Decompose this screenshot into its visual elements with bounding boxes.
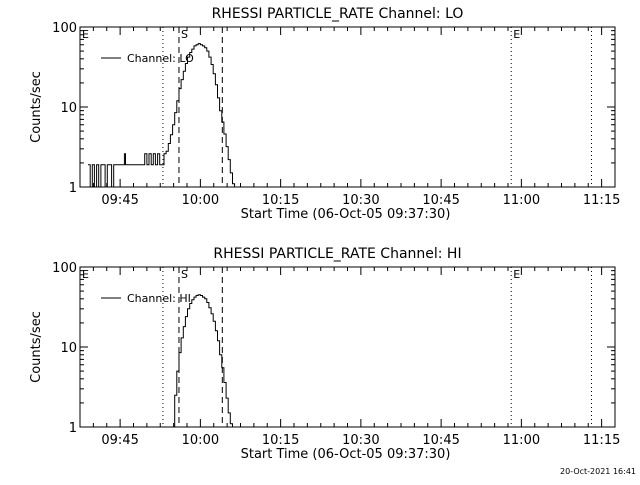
panel1-marker-label: E — [82, 28, 89, 41]
panel1-x-tick-label: 10:15 — [262, 193, 299, 208]
panel1-legend-label: Channel: LO — [127, 52, 194, 65]
panel2-x-tick-label: 11:15 — [583, 433, 620, 448]
panel1-y-axis-label: Counts/sec — [29, 71, 44, 143]
panel2-plot-frame — [80, 267, 615, 427]
panel2-x-axis-label: Start Time (06-Oct-05 09:37:30) — [241, 447, 451, 462]
panel2-y-tick-label: 10 — [60, 341, 77, 356]
panel2-y-tick-label: 100 — [52, 261, 77, 276]
panel1-y-tick-label: 1 — [69, 181, 77, 196]
panel2-marker-label: S — [181, 268, 188, 281]
panel1-x-tick-label: 10:45 — [422, 193, 459, 208]
panel1-x-tick-label: 11:00 — [503, 193, 540, 208]
panel1-marker-label: S — [181, 28, 188, 41]
panel2-y-tick-label: 1 — [69, 421, 77, 436]
panel2-x-tick-label: 10:45 — [422, 433, 459, 448]
panel2-x-tick-label: 10:00 — [182, 433, 219, 448]
panel2-series-line — [173, 295, 235, 427]
panel2-chart-title: RHESSI PARTICLE_RATE Channel: HI — [213, 246, 461, 262]
panel1-x-tick-label: 10:00 — [182, 193, 219, 208]
panel2-x-tick-label: 09:45 — [101, 433, 138, 448]
panel2-y-axis-label: Counts/sec — [29, 311, 44, 383]
panel1-y-tick-label: 10 — [60, 101, 77, 116]
panel2-x-tick-label: 10:15 — [262, 433, 299, 448]
panel1-y-tick-label: 100 — [52, 21, 77, 36]
panel1-series-line — [88, 44, 237, 187]
panel1-x-axis-label: Start Time (06-Oct-05 09:37:30) — [241, 207, 451, 222]
panel2-marker-label: E — [82, 268, 89, 281]
panel1-marker-label: E — [513, 28, 520, 41]
panel2-x-tick-label: 10:30 — [342, 433, 379, 448]
panel2-marker-label: E — [513, 268, 520, 281]
panel1-chart-title: RHESSI PARTICLE_RATE Channel: LO — [212, 6, 464, 22]
panel1-plot-frame — [80, 27, 615, 187]
timestamp: 20-Oct-2021 16:41 — [560, 467, 636, 476]
panel1-x-tick-label: 11:15 — [583, 193, 620, 208]
panel1-x-tick-label: 10:30 — [342, 193, 379, 208]
panel2-legend-label: Channel: HI — [127, 292, 191, 305]
panel1-x-tick-label: 09:45 — [101, 193, 138, 208]
panel2-x-tick-label: 11:00 — [503, 433, 540, 448]
